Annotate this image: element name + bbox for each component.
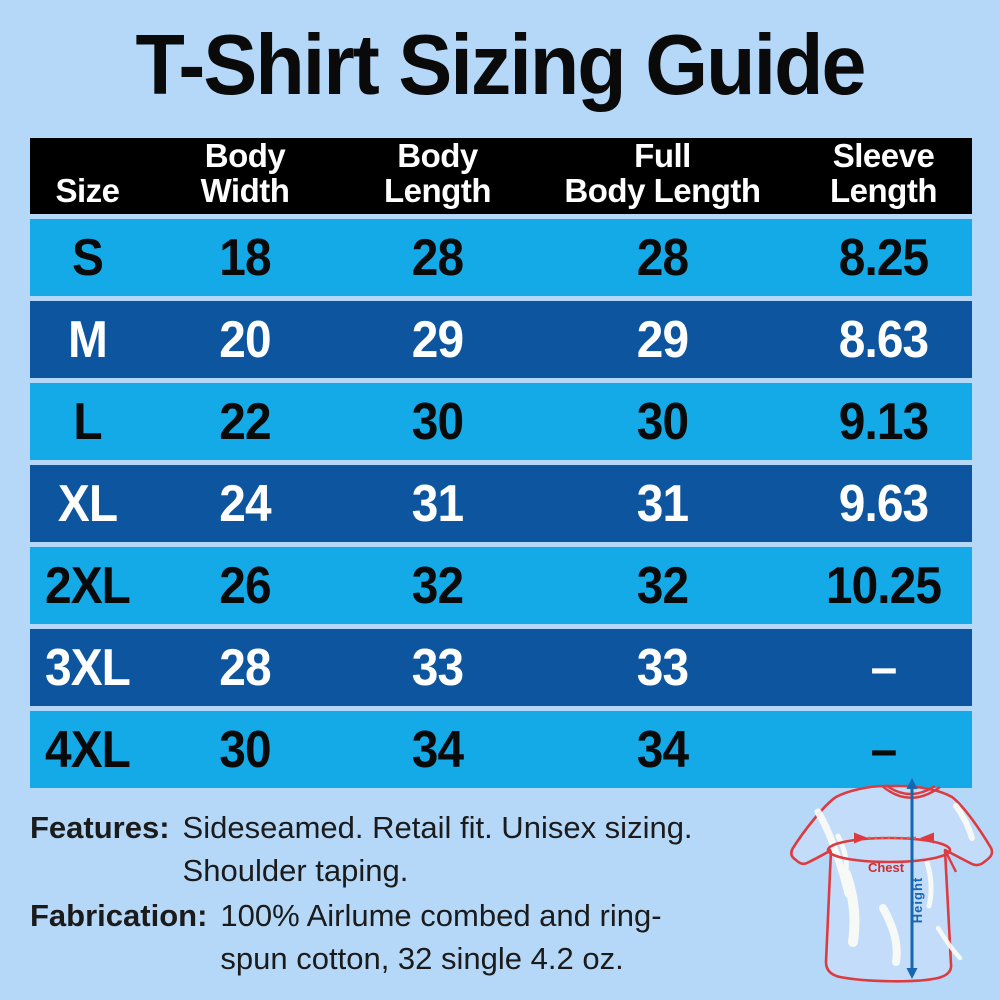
- table-row-m: M 20 29 29 8.63: [30, 301, 972, 378]
- header-line2: Size: [55, 172, 120, 209]
- page-title: T-Shirt Sizing Guide: [135, 18, 866, 113]
- chest-label: Chest: [868, 860, 905, 875]
- cell-full-body-length: 34: [636, 720, 689, 779]
- features-line2: Shoulder taping.: [182, 853, 409, 888]
- cell-body-length: 33: [411, 638, 464, 697]
- cell-size: 4XL: [45, 720, 131, 779]
- cell-body-length: 31: [411, 474, 464, 533]
- cell-size: 2XL: [45, 556, 131, 615]
- chest-measure-icon: [826, 832, 952, 864]
- cell-body-length: 29: [411, 310, 464, 369]
- table-body: S 18 28 28 8.25 M 20 29 29 8.63 L 22 30 …: [30, 219, 972, 788]
- height-label: Height: [910, 877, 925, 923]
- cell-sleeve-length: –: [870, 720, 898, 779]
- header-line2: Length: [830, 172, 937, 209]
- features-line1: Sideseamed. Retail fit. Unisex sizing.: [182, 810, 693, 845]
- cell-full-body-length: 31: [636, 474, 689, 533]
- column-header-body-width: Body Width: [145, 138, 345, 215]
- features-label: Features:: [30, 810, 170, 845]
- cell-body-length: 28: [411, 228, 464, 287]
- cell-body-width: 24: [219, 474, 271, 533]
- cell-size: 3XL: [45, 638, 131, 697]
- cell-body-width: 22: [219, 392, 271, 451]
- header-line1: Sleeve: [832, 137, 935, 174]
- tshirt-measurement-diagram: Chest Height: [790, 778, 994, 983]
- cell-full-body-length: 33: [636, 638, 689, 697]
- header-line2: Body Length: [564, 172, 761, 209]
- cell-body-width: 26: [219, 556, 271, 615]
- cell-body-length: 30: [411, 392, 464, 451]
- cell-full-body-length: 32: [636, 556, 689, 615]
- column-header-full-body-length: Full Body Length: [530, 138, 795, 215]
- column-header-size: Size: [30, 138, 145, 215]
- header-line1: Full: [634, 137, 691, 174]
- cell-size: XL: [57, 474, 118, 533]
- fabrication-note: Fabrication: 100% Airlume combed and rin…: [30, 894, 662, 980]
- cell-size: M: [68, 310, 108, 369]
- cell-full-body-length: 30: [636, 392, 689, 451]
- cell-sleeve-length: 8.63: [838, 310, 929, 369]
- cell-size: S: [72, 228, 104, 287]
- column-header-sleeve-length: Sleeve Length: [795, 138, 972, 215]
- table-header-row: Size Body Width Body Length Full Body Le…: [30, 138, 972, 214]
- fabrication-label: Fabrication:: [30, 898, 208, 933]
- header-line1: Body: [397, 137, 478, 174]
- header-line1: Body: [204, 137, 286, 174]
- height-arrow-icon: [906, 778, 918, 979]
- column-header-body-length: Body Length: [345, 138, 530, 215]
- cell-body-width: 20: [219, 310, 271, 369]
- sizing-table: Size Body Width Body Length Full Body Le…: [30, 138, 972, 788]
- header-line2: Length: [384, 172, 491, 209]
- cell-sleeve-length: 8.25: [838, 228, 929, 287]
- table-row-xl: XL 24 31 31 9.63: [30, 465, 972, 542]
- cell-full-body-length: 28: [636, 228, 689, 287]
- table-row-l: L 22 30 30 9.13: [30, 383, 972, 460]
- table-row-3xl: 3XL 28 33 33 –: [30, 629, 972, 706]
- cell-body-width: 28: [219, 638, 271, 697]
- fabrication-line2: spun cotton, 32 single 4.2 oz.: [220, 941, 624, 976]
- cell-body-width: 30: [219, 720, 271, 779]
- cell-sleeve-length: 10.25: [825, 556, 942, 615]
- fabrication-line1: 100% Airlume combed and ring-: [220, 898, 662, 933]
- table-row-s: S 18 28 28 8.25: [30, 219, 972, 296]
- fabrication-text: 100% Airlume combed and ring- spun cotto…: [220, 894, 661, 980]
- cell-body-length: 32: [411, 556, 464, 615]
- features-text: Sideseamed. Retail fit. Unisex sizing. S…: [183, 806, 693, 892]
- cell-body-width: 18: [219, 228, 271, 287]
- header-line2: Width: [200, 172, 290, 209]
- cell-size: L: [73, 392, 102, 451]
- cell-sleeve-length: –: [870, 638, 898, 697]
- cell-full-body-length: 29: [636, 310, 689, 369]
- cell-sleeve-length: 9.63: [838, 474, 929, 533]
- cell-body-length: 34: [411, 720, 464, 779]
- features-note: Features: Sideseamed. Retail fit. Unisex…: [30, 806, 693, 892]
- table-row-2xl: 2XL 26 32 32 10.25: [30, 547, 972, 624]
- table-row-4xl: 4XL 30 34 34 –: [30, 711, 972, 788]
- cell-sleeve-length: 9.13: [838, 392, 929, 451]
